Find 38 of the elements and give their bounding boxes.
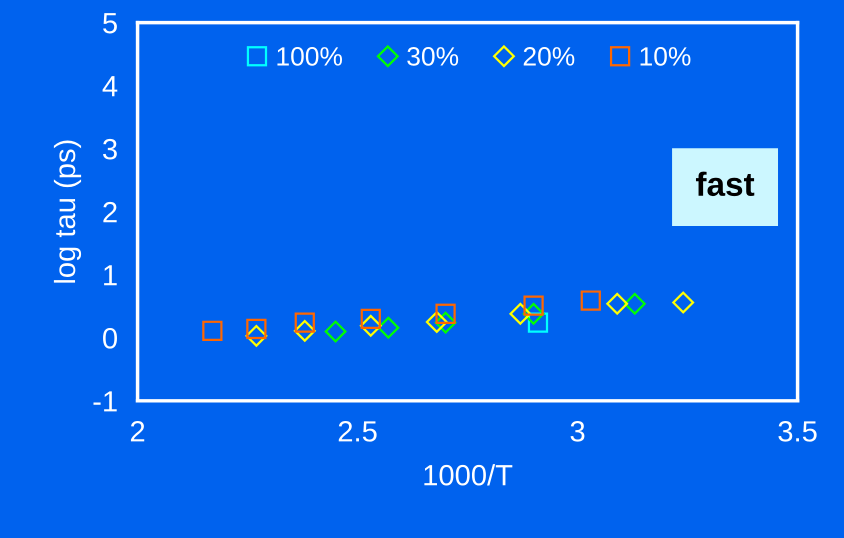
x-tick-label: 2 xyxy=(130,421,144,442)
point xyxy=(523,295,544,316)
y-tick-label: 1 xyxy=(104,265,117,286)
point xyxy=(324,320,347,342)
y-tick-label: 4 xyxy=(102,76,118,96)
point xyxy=(672,292,694,314)
point xyxy=(360,314,382,337)
y-tick-label: 2 xyxy=(103,202,117,222)
point xyxy=(245,324,268,347)
point xyxy=(360,308,381,329)
point xyxy=(434,312,457,334)
legend-label: 10% xyxy=(640,47,690,66)
point xyxy=(202,320,223,341)
x-tick-label: 2.5 xyxy=(338,421,377,442)
y-tick-label: 0 xyxy=(103,328,117,349)
point xyxy=(606,292,628,315)
point xyxy=(624,292,646,315)
point xyxy=(580,290,601,311)
x-axis-title: 1000/T xyxy=(424,464,512,486)
point xyxy=(509,302,532,325)
y-tick-label: 5 xyxy=(103,13,117,34)
legend-label: 100% xyxy=(277,47,342,66)
y-axis-title: log tau (ps) xyxy=(54,140,82,283)
legend-label: 30% xyxy=(407,47,458,66)
point xyxy=(294,312,315,333)
y-tick-label: -1 xyxy=(93,391,117,412)
y-tick-label: 3 xyxy=(103,138,117,160)
point xyxy=(528,312,548,333)
annotation: fast xyxy=(696,172,754,196)
x-tick-label: 3 xyxy=(570,421,584,442)
legend-label: 20% xyxy=(524,47,574,66)
x-tick-label: 3.5 xyxy=(778,421,817,442)
point xyxy=(294,320,316,342)
point xyxy=(426,311,448,333)
point xyxy=(246,318,267,340)
point xyxy=(377,316,400,339)
point xyxy=(522,302,545,325)
point xyxy=(435,304,456,324)
